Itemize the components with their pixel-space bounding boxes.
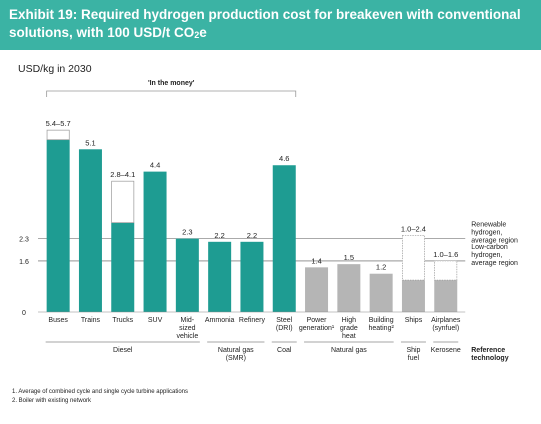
category-label: SUV xyxy=(148,317,163,324)
bar xyxy=(111,222,135,312)
plot-area: 0 1.6 2.3 'In the money' Renewable hydrogen, a… xyxy=(19,80,518,362)
category-label: Ammonia xyxy=(205,317,235,324)
bar-value-label: 2.2 xyxy=(214,231,224,240)
y-axis-label: USD/kg in 2030 xyxy=(18,63,92,75)
category-label: Mid-sized vehicle xyxy=(176,317,198,340)
group-label: Natural gas (SMR) xyxy=(218,347,254,362)
group-label: Natural gas xyxy=(331,347,367,354)
in-the-money-bracket xyxy=(46,90,297,97)
category-label: Ships xyxy=(405,317,423,324)
footnote-2: 2. Boiler with existing network xyxy=(12,398,92,404)
bar-value-label: 2.3 xyxy=(182,228,192,237)
bar-range xyxy=(111,180,135,224)
bar-value-label: 2.2 xyxy=(247,231,257,240)
category-label: Trains xyxy=(81,317,101,324)
bar xyxy=(369,273,393,312)
bar xyxy=(78,149,102,312)
bar-value-label: 1.5 xyxy=(344,253,354,262)
bar xyxy=(401,280,425,312)
category-label: Trucks xyxy=(112,317,133,324)
bar-chart: USD/kg in 2030 0 1.6 2.3 'In the money' Rene… xyxy=(18,63,518,362)
chart-title: Exhibit 19: Required hydrogen production… xyxy=(9,6,534,44)
bar-value-label: 1.2 xyxy=(376,263,386,272)
category-label: Power generation¹ xyxy=(299,317,335,332)
bar-value-label: 4.4 xyxy=(150,161,160,170)
title-line-2-end: e xyxy=(199,25,207,40)
y-tick-label: 2.3 xyxy=(19,237,29,244)
bar xyxy=(175,238,199,312)
bar-range xyxy=(402,235,425,281)
bar-value-label: 1.0–2.4 xyxy=(401,224,426,233)
reference-label-renewable: Renewable hydrogen, average region xyxy=(471,222,518,245)
category-label: Refinery xyxy=(239,317,266,324)
category-label: Buses xyxy=(48,317,68,324)
bar-value-label: 5.1 xyxy=(85,138,95,147)
bar-value-label: 5.4–5.7 xyxy=(46,119,71,128)
bar-value-label: 1.4 xyxy=(311,256,321,265)
footnotes: 1. Average of combined cycle and single … xyxy=(12,388,188,406)
y-tick-label: 0 xyxy=(22,310,26,317)
title-line-2: solutions, with 100 USD/t CO xyxy=(9,25,195,40)
bar-range xyxy=(434,260,458,281)
group-label: Coal xyxy=(277,347,292,354)
title-subscript: 2 xyxy=(194,30,200,40)
y-tick-label: 1.6 xyxy=(19,259,29,266)
title-banner: Exhibit 19: Required hydrogen production… xyxy=(0,0,541,50)
bar xyxy=(272,165,296,312)
bar xyxy=(337,264,361,312)
bar-value-label: 1.0–1.6 xyxy=(433,250,458,259)
bar xyxy=(240,241,264,312)
bar xyxy=(143,171,167,312)
group-label: Ship fuel xyxy=(406,347,420,362)
bar xyxy=(305,267,329,312)
category-label: Steel (DRI) xyxy=(276,317,293,332)
bar-value-label: 2.8–4.1 xyxy=(110,170,135,179)
bar xyxy=(208,241,232,312)
group-label: Kerosene xyxy=(431,347,461,354)
bar-range xyxy=(46,129,70,141)
reference-label-low-carbon: Low-carbon hydrogen, average region xyxy=(471,244,518,267)
group-label: Diesel xyxy=(113,347,133,354)
title-line-1: Exhibit 19: Required hydrogen production… xyxy=(9,7,521,22)
bar xyxy=(46,139,70,312)
bar-value-label: 4.6 xyxy=(279,154,289,163)
in-the-money-label: 'In the money' xyxy=(148,80,195,87)
reference-technology-label: Reference technology xyxy=(471,347,508,362)
category-label: Building heating² xyxy=(369,317,395,332)
footnote-1: 1. Average of combined cycle and single … xyxy=(12,389,188,395)
bar xyxy=(434,280,458,312)
category-label: High grade heat xyxy=(340,317,358,340)
category-label: Airplanes (synfuel) xyxy=(431,317,461,332)
